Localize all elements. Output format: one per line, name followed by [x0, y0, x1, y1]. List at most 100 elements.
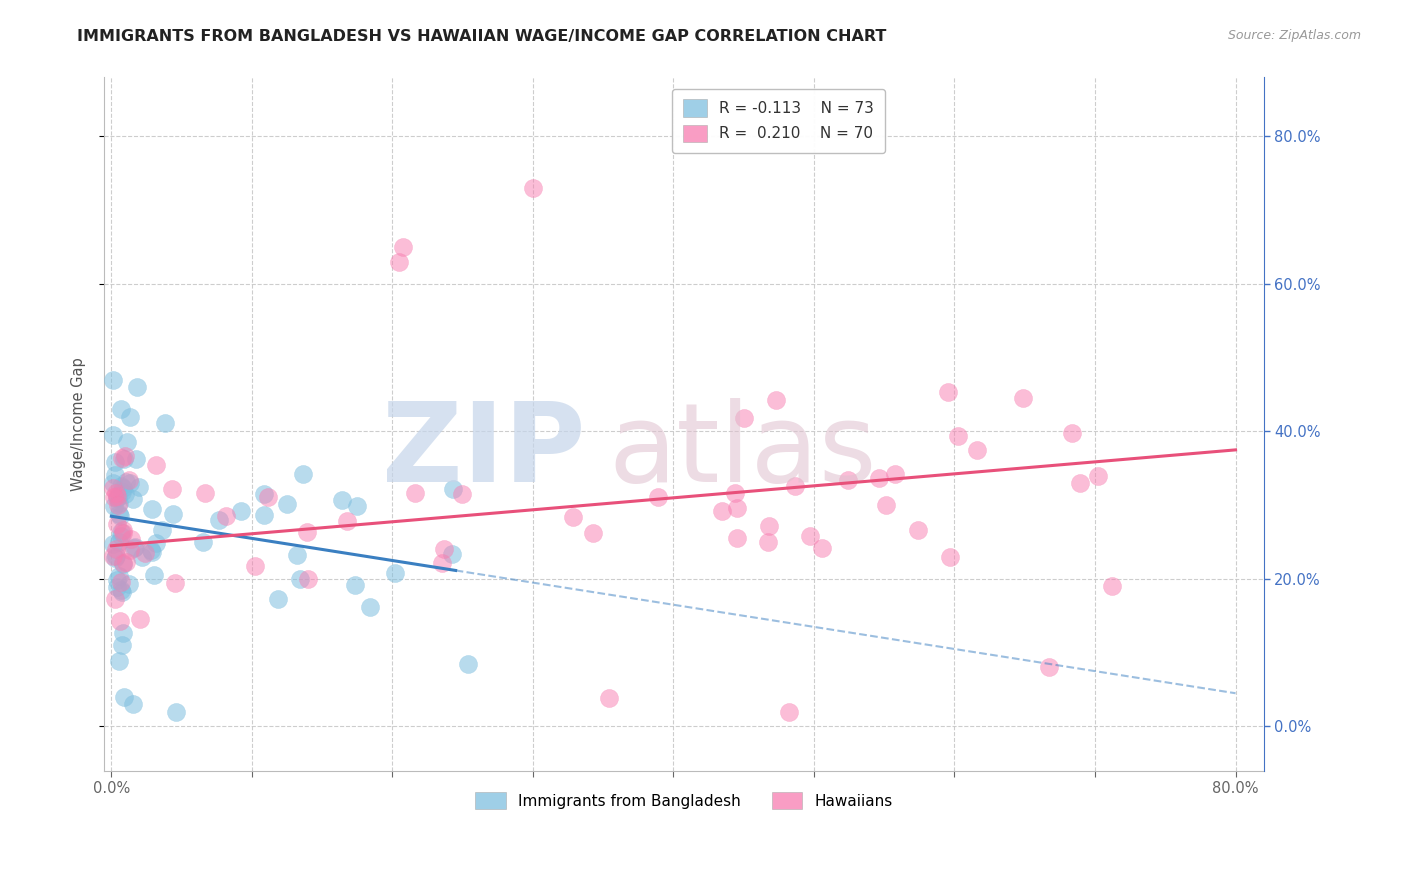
Point: [457, 657, 479, 672]
Point: [110, 524, 132, 539]
Point: [162, 508, 184, 522]
Text: IMMIGRANTS FROM BANGLADESH VS HAWAIIAN WAGE/INCOME GAP CORRELATION CHART: IMMIGRANTS FROM BANGLADESH VS HAWAIIAN W…: [77, 29, 887, 44]
Point: [404, 485, 426, 500]
Point: [125, 451, 148, 466]
Point: [103, 481, 125, 495]
Point: [108, 496, 131, 510]
Point: [256, 490, 278, 504]
Point: [108, 614, 131, 628]
Point: [110, 478, 132, 492]
Point: [115, 556, 138, 570]
Y-axis label: Wage/Income Gap: Wage/Income Gap: [72, 357, 86, 491]
Point: [837, 473, 859, 487]
Point: [111, 451, 134, 466]
Point: [581, 525, 603, 540]
Point: [142, 568, 165, 582]
Point: [799, 529, 821, 543]
Point: [105, 573, 128, 587]
Point: [1060, 425, 1083, 440]
Text: atlas: atlas: [609, 399, 877, 505]
Legend: Immigrants from Bangladesh, Hawaiians: Immigrants from Bangladesh, Hawaiians: [470, 786, 898, 815]
Point: [110, 402, 132, 417]
Point: [1101, 579, 1123, 593]
Point: [104, 551, 127, 566]
Point: [105, 517, 128, 532]
Point: [104, 541, 127, 556]
Point: [101, 475, 124, 490]
Point: [758, 519, 780, 533]
Point: [118, 410, 141, 425]
Point: [1069, 475, 1091, 490]
Point: [332, 492, 354, 507]
Point: [441, 482, 464, 496]
Point: [118, 576, 141, 591]
Text: ZIP: ZIP: [382, 399, 585, 505]
Point: [114, 449, 136, 463]
Point: [276, 497, 298, 511]
Point: [107, 535, 129, 549]
Point: [724, 486, 747, 500]
Point: [725, 501, 748, 516]
Point: [145, 536, 167, 550]
Point: [110, 508, 132, 523]
Point: [433, 541, 456, 556]
Point: [811, 541, 834, 556]
Point: [562, 510, 585, 524]
Point: [162, 483, 184, 497]
Point: [107, 498, 129, 512]
Point: [108, 507, 131, 521]
Point: [388, 255, 411, 269]
Point: [110, 583, 132, 598]
Point: [725, 532, 748, 546]
Point: [907, 523, 929, 537]
Point: [103, 591, 125, 606]
Point: [112, 557, 135, 571]
Point: [103, 499, 125, 513]
Point: [1012, 391, 1035, 405]
Point: [295, 525, 318, 540]
Point: [598, 691, 620, 706]
Point: [522, 181, 544, 195]
Point: [131, 549, 153, 564]
Point: [110, 574, 132, 589]
Point: [141, 545, 163, 559]
Point: [765, 392, 787, 407]
Point: [134, 546, 156, 560]
Point: [110, 529, 132, 543]
Point: [118, 542, 141, 557]
Point: [112, 690, 135, 704]
Point: [253, 487, 276, 501]
Point: [966, 443, 988, 458]
Point: [122, 698, 145, 712]
Point: [103, 490, 125, 504]
Point: [101, 536, 124, 550]
Point: [105, 580, 128, 594]
Point: [1087, 469, 1109, 483]
Point: [883, 467, 905, 481]
Text: Source: ZipAtlas.com: Source: ZipAtlas.com: [1227, 29, 1361, 42]
Point: [120, 476, 142, 491]
Point: [105, 491, 128, 506]
Point: [936, 384, 959, 399]
Point: [125, 380, 148, 394]
Point: [778, 705, 800, 719]
Point: [124, 540, 146, 554]
Point: [290, 572, 312, 586]
Point: [163, 576, 186, 591]
Point: [733, 411, 755, 425]
Point: [267, 592, 290, 607]
Point: [111, 584, 134, 599]
Point: [108, 569, 131, 583]
Point: [711, 504, 734, 518]
Point: [104, 454, 127, 468]
Point: [111, 638, 134, 652]
Point: [647, 491, 669, 505]
Point: [107, 490, 129, 504]
Point: [450, 487, 472, 501]
Point: [336, 514, 359, 528]
Point: [104, 549, 127, 563]
Point: [118, 473, 141, 487]
Point: [145, 458, 167, 472]
Point: [128, 480, 150, 494]
Point: [153, 417, 176, 431]
